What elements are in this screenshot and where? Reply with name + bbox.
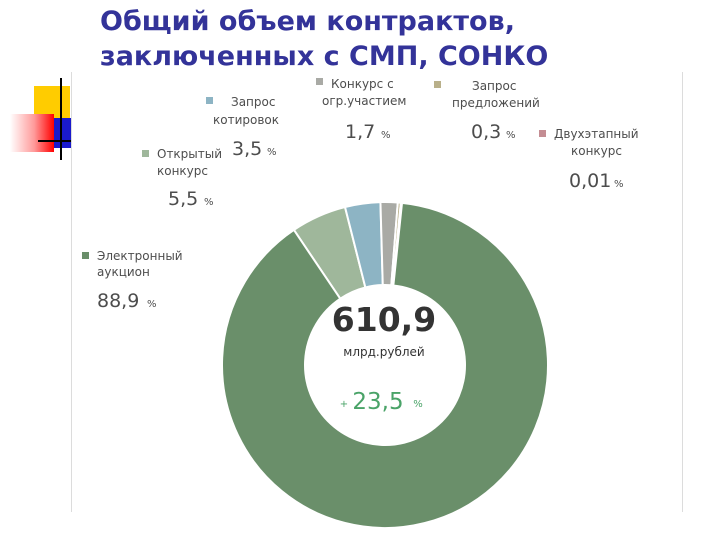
label-name-line-1: Электронный	[97, 249, 183, 263]
center-growth-sign: +	[340, 399, 348, 410]
legend-swatch	[82, 252, 89, 259]
label-value: 5,5	[168, 188, 198, 210]
donut-slices	[221, 201, 549, 529]
label-name-line-2: предложений	[452, 96, 540, 110]
slide-title: Общий объем контрактов, заключенных с СМ…	[100, 4, 700, 74]
label-two-stage-competition: Двухэтапный конкурс 0,01 %	[539, 127, 639, 192]
label-value: 3,5	[232, 138, 262, 160]
decorative-ornament	[0, 0, 80, 170]
label-name-line-2: конкурс	[157, 164, 208, 178]
label-name-line-1: Конкурс с	[331, 77, 394, 91]
label-value: 88,9	[97, 290, 139, 312]
deco-horizontal-line	[38, 140, 72, 142]
label-name-line-2: огр.участием	[322, 94, 406, 108]
center-growth-unit: %	[413, 399, 423, 410]
label-quotation-request: Запрос котировок 3,5 %	[206, 95, 279, 160]
label-value: 1,7	[345, 121, 375, 143]
label-electronic-auction: Электронный аукцион 88,9 %	[82, 249, 183, 312]
legend-swatch	[539, 130, 546, 137]
legend-swatch	[434, 81, 441, 88]
deco-red-square	[10, 114, 54, 152]
label-proposal-request: Запрос предложений 0,3 %	[434, 79, 540, 143]
legend-swatch	[142, 150, 149, 157]
legend-swatch	[316, 78, 323, 85]
label-percent: %	[204, 197, 214, 208]
chart-frame-right	[682, 72, 683, 512]
label-limited-competition: Конкурс с огр.участием 1,7 %	[316, 77, 406, 143]
label-name-line-2: аукцион	[97, 265, 150, 279]
center-growth-value: 23,5	[352, 389, 403, 415]
slide-title-line-1: Общий объем контрактов,	[100, 6, 515, 37]
label-name-line-1: Запрос	[231, 95, 275, 109]
label-name-line-1: Запрос	[472, 79, 516, 93]
deco-vertical-line	[60, 78, 62, 160]
slide-title-line-2: заключенных с СМП, СОНКО	[100, 41, 549, 72]
donut-slice-0	[221, 201, 549, 529]
center-unit: млрд.рублей	[343, 345, 424, 359]
label-name-line-2: конкурс	[571, 144, 622, 158]
label-value: 0,3	[471, 121, 501, 143]
label-name-line-1: Открытый	[157, 147, 222, 161]
label-percent: %	[267, 147, 277, 158]
chart-frame-left	[71, 72, 72, 512]
label-percent: %	[614, 179, 624, 190]
label-value: 0,01	[569, 170, 611, 192]
label-open-competition: Открытый конкурс 5,5 %	[142, 147, 222, 210]
label-percent: %	[381, 130, 391, 141]
legend-swatch	[206, 97, 213, 104]
label-name-line-2: котировок	[213, 113, 279, 127]
center-total: 610,9	[332, 300, 436, 339]
label-name-line-1: Двухэтапный	[554, 127, 639, 141]
label-percent: %	[506, 130, 516, 141]
label-percent: %	[147, 299, 157, 310]
